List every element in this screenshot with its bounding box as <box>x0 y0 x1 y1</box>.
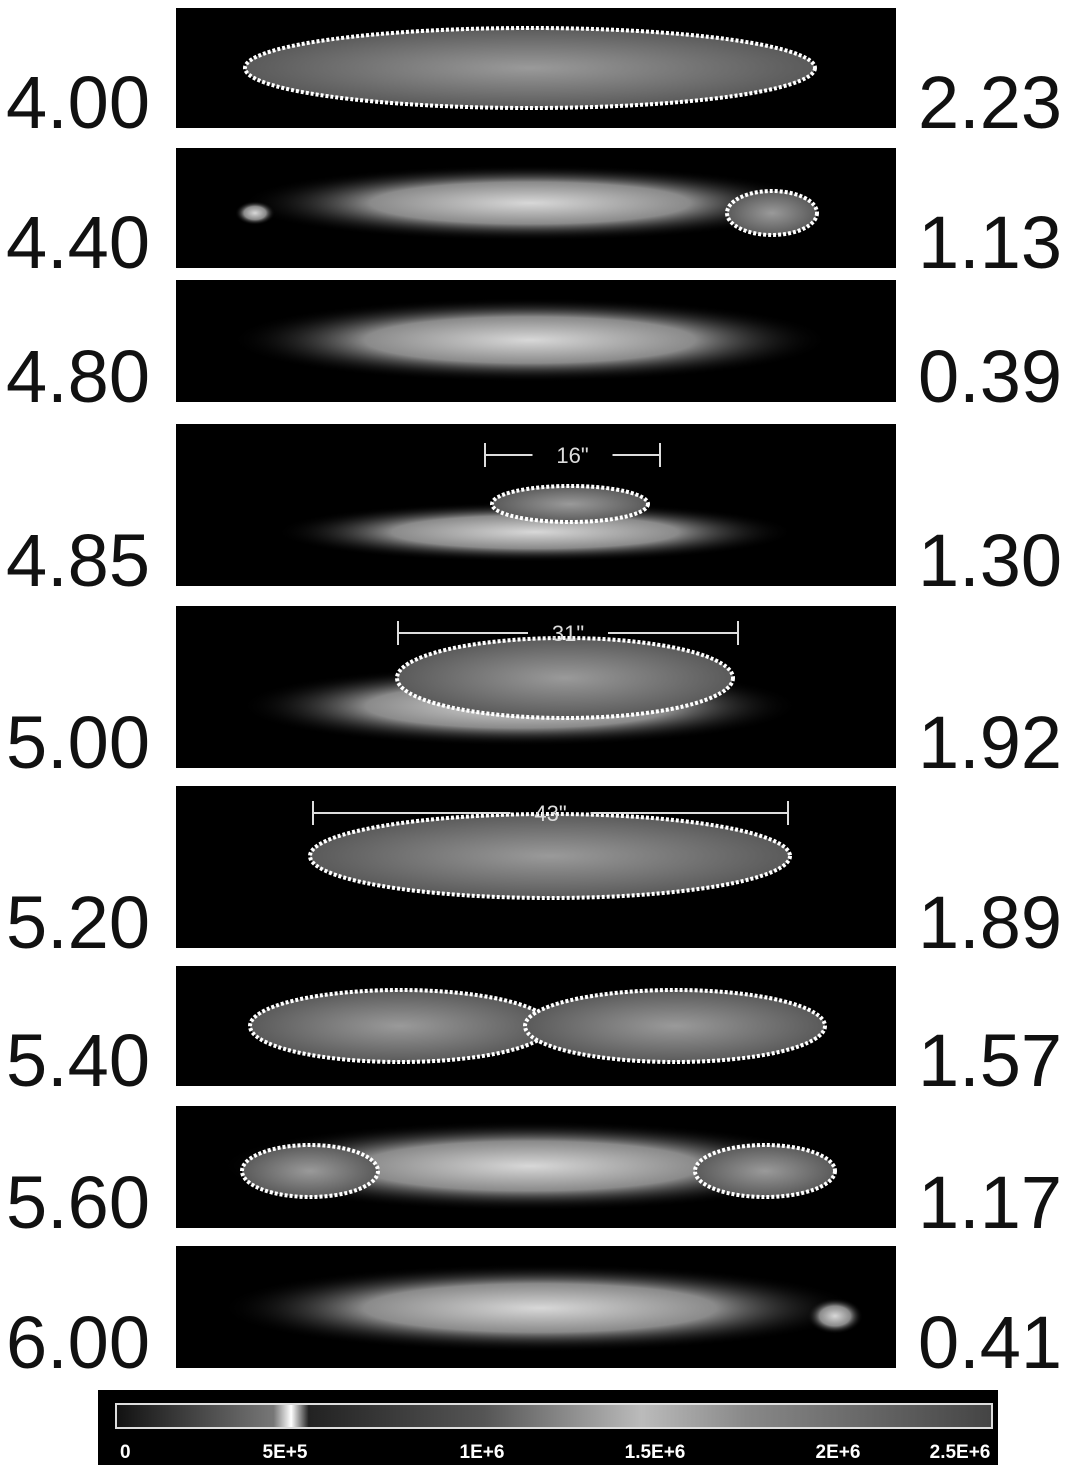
colorbar-gradient <box>116 1404 992 1428</box>
scale-label: 16" <box>556 443 588 468</box>
colorbar-label: 1E+6 <box>460 1442 505 1463</box>
left-label: 5.60 <box>6 1161 150 1244</box>
panel <box>176 1246 896 1368</box>
panel: 31" <box>176 606 896 768</box>
left-label: 4.80 <box>6 335 150 418</box>
panel <box>176 966 896 1086</box>
right-label: 0.39 <box>918 335 1062 418</box>
right-label: 1.17 <box>918 1161 1062 1244</box>
emission-blob <box>242 1145 378 1197</box>
panel: 43" <box>176 786 896 948</box>
emission-blob <box>525 990 825 1062</box>
panel <box>176 148 896 268</box>
colorbar-label: 5E+5 <box>263 1442 308 1463</box>
left-label: 4.85 <box>6 519 150 602</box>
left-label: 5.40 <box>6 1019 150 1102</box>
emission-blob <box>230 298 830 382</box>
emission-blob <box>397 638 733 718</box>
left-label: 6.00 <box>6 1301 150 1384</box>
left-label: 4.00 <box>6 61 150 144</box>
right-label: 1.57 <box>918 1019 1062 1102</box>
panel <box>176 8 896 128</box>
colorbar-label: 2E+6 <box>816 1442 861 1463</box>
colorbar: 0 5E+5 1E+6 1.5E+6 2E+6 2.5E+6 <box>98 1390 998 1465</box>
emission-blob <box>250 990 550 1062</box>
figure: 4.00 2.23 4.40 1.13 4.80 0.39 16" 4.85 1.30 31" 5.… <box>0 0 1076 1465</box>
scale-label: 43" <box>534 801 566 826</box>
emission-blob <box>245 28 815 108</box>
emission-blob <box>807 1298 863 1334</box>
emission-blob <box>727 191 817 235</box>
emission-blob <box>492 486 648 522</box>
right-label: 0.41 <box>918 1301 1062 1384</box>
panel <box>176 1106 896 1228</box>
panel <box>176 280 896 402</box>
emission-blob <box>220 1264 860 1352</box>
right-label: 1.92 <box>918 701 1062 784</box>
left-label: 5.00 <box>6 701 150 784</box>
scale-label: 31" <box>552 621 584 646</box>
emission-blob <box>310 814 790 898</box>
left-label: 4.40 <box>6 201 150 284</box>
right-label: 1.89 <box>918 881 1062 964</box>
colorbar-label: 1.5E+6 <box>625 1442 686 1463</box>
emission-blob <box>235 201 275 225</box>
panel: 16" <box>176 424 896 586</box>
colorbar-label: 0 <box>120 1442 131 1463</box>
colorbar-label: 2.5E+6 <box>930 1442 991 1463</box>
right-label: 2.23 <box>918 61 1062 144</box>
emission-blob <box>695 1145 835 1197</box>
right-label: 1.13 <box>918 201 1062 284</box>
left-label: 5.20 <box>6 881 150 964</box>
right-label: 1.30 <box>918 519 1062 602</box>
